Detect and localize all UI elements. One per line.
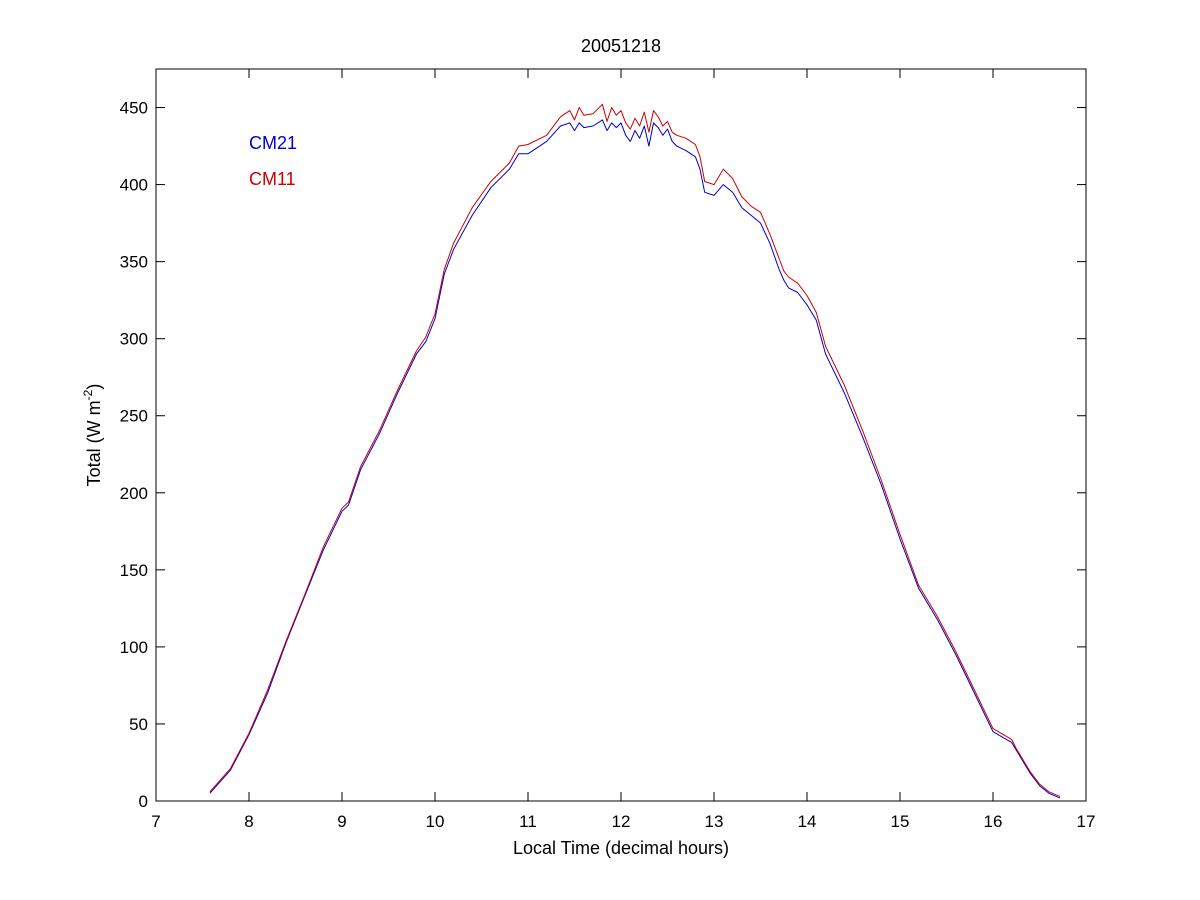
y-axis-label: Total (W m-2) <box>81 384 104 487</box>
y-tick-label: 450 <box>120 99 148 118</box>
y-tick-label: 50 <box>129 715 148 734</box>
y-axis-label-end: ) <box>84 384 104 390</box>
y-tick-label: 400 <box>120 176 148 195</box>
x-tick-label: 8 <box>244 812 253 831</box>
x-tick-label: 15 <box>891 812 910 831</box>
y-tick-label: 0 <box>139 792 148 811</box>
series-line-cm11 <box>209 103 1061 797</box>
x-tick-label: 12 <box>612 812 631 831</box>
legend-entry-cm21: CM21 <box>249 133 297 153</box>
x-axis-label: Local Time (decimal hours) <box>513 838 729 858</box>
y-tick-label: 100 <box>120 638 148 657</box>
y-tick-label: 250 <box>120 407 148 426</box>
series-layer <box>209 103 1061 799</box>
x-tick-label: 10 <box>426 812 445 831</box>
x-tick-label: 13 <box>705 812 724 831</box>
plot-area <box>155 68 1087 802</box>
y-tick-label: 150 <box>120 561 148 580</box>
x-tick-label: 16 <box>984 812 1003 831</box>
legend: CM21 CM11 <box>249 133 297 189</box>
x-tick-label: 9 <box>337 812 346 831</box>
x-tick-label: 7 <box>151 812 160 831</box>
axis-ticks: 7 8 9 10 11 12 13 14 15 16 17 0 50 100 150 200 250 300 350… <box>120 69 1096 831</box>
chart-title: 20051218 <box>581 36 661 56</box>
y-axis-label-main: Total (W m <box>84 400 104 486</box>
series-line-cm21 <box>209 119 1061 799</box>
y-tick-label: 350 <box>120 253 148 272</box>
y-axis-label-superscript: -2 <box>81 389 95 400</box>
legend-entry-cm11: CM11 <box>249 169 296 189</box>
y-tick-label: 200 <box>120 484 148 503</box>
x-tick-label: 11 <box>519 812 537 831</box>
x-tick-label: 14 <box>798 812 817 831</box>
x-tick-label: 17 <box>1077 812 1096 831</box>
y-tick-label: 300 <box>120 330 148 349</box>
